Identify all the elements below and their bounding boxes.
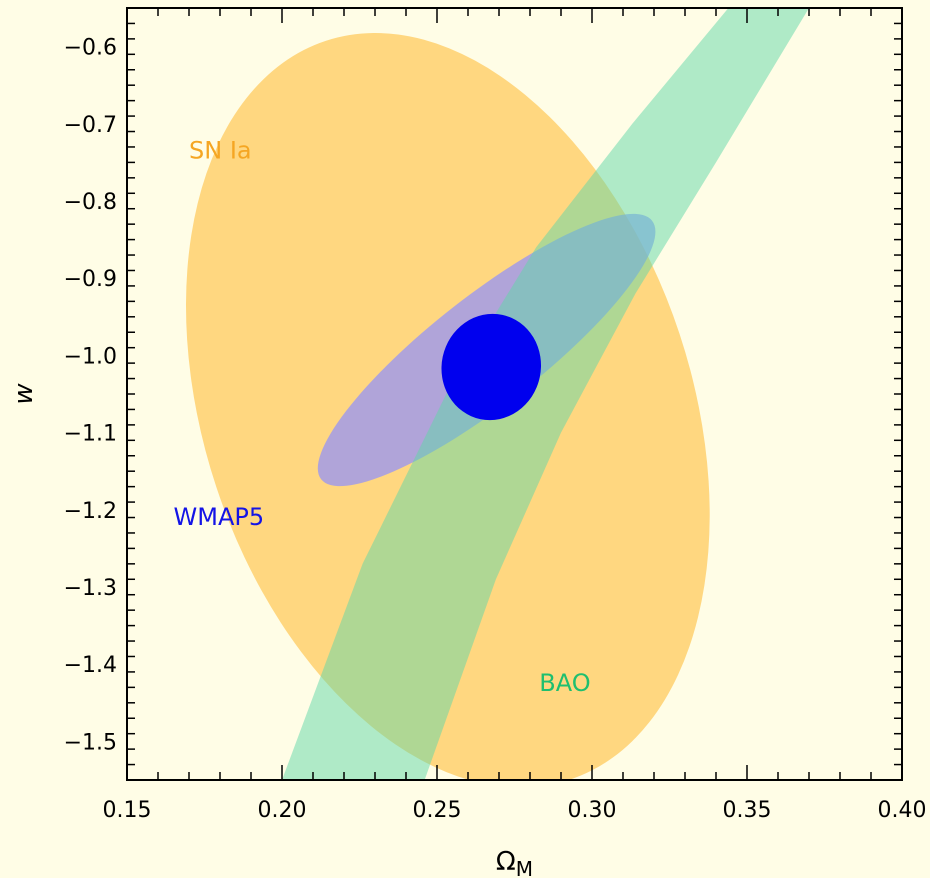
tick-labels: 0.15 0.20 0.25 0.30 0.35 0.40 −0.6 −0.7 −0.8 −0.9…: [64, 36, 927, 823]
region-combined: [441, 313, 542, 421]
y-tick-label: −1.0: [64, 344, 117, 369]
y-tick-label: −0.6: [64, 36, 117, 61]
region-labels: SN Ia WMAP5 BAO: [174, 137, 591, 698]
region-bao: [282, 8, 809, 780]
y-tick-label: −1.1: [64, 422, 117, 447]
y-tick-label: −1.4: [64, 653, 117, 678]
label-sn-ia: SN Ia: [189, 137, 252, 165]
x-axis-subscript: M: [516, 857, 533, 878]
y-tick-label: −1.3: [64, 576, 117, 601]
y-tick-label: −0.9: [64, 267, 117, 292]
x-tick-label: 0.30: [568, 798, 617, 823]
y-tick-label: −1.5: [64, 730, 117, 755]
x-axis-symbol: Ω: [496, 847, 516, 877]
x-tick-label: 0.35: [723, 798, 772, 823]
x-tick-label: 0.20: [258, 798, 307, 823]
y-tick-label: −1.2: [64, 499, 117, 524]
x-axis-title: ΩM: [496, 847, 533, 878]
y-axis-title: w: [9, 383, 39, 405]
x-tick-label: 0.25: [413, 798, 462, 823]
x-tick-label: 0.15: [103, 798, 152, 823]
axis-ticks: [126, 7, 903, 781]
label-wmap5: WMAP5: [174, 503, 265, 531]
label-bao: BAO: [539, 669, 590, 697]
y-tick-label: −0.7: [64, 113, 117, 138]
y-tick-label: −0.8: [64, 190, 117, 215]
x-tick-label: 0.40: [878, 798, 927, 823]
contour-regions: [185, 8, 809, 780]
